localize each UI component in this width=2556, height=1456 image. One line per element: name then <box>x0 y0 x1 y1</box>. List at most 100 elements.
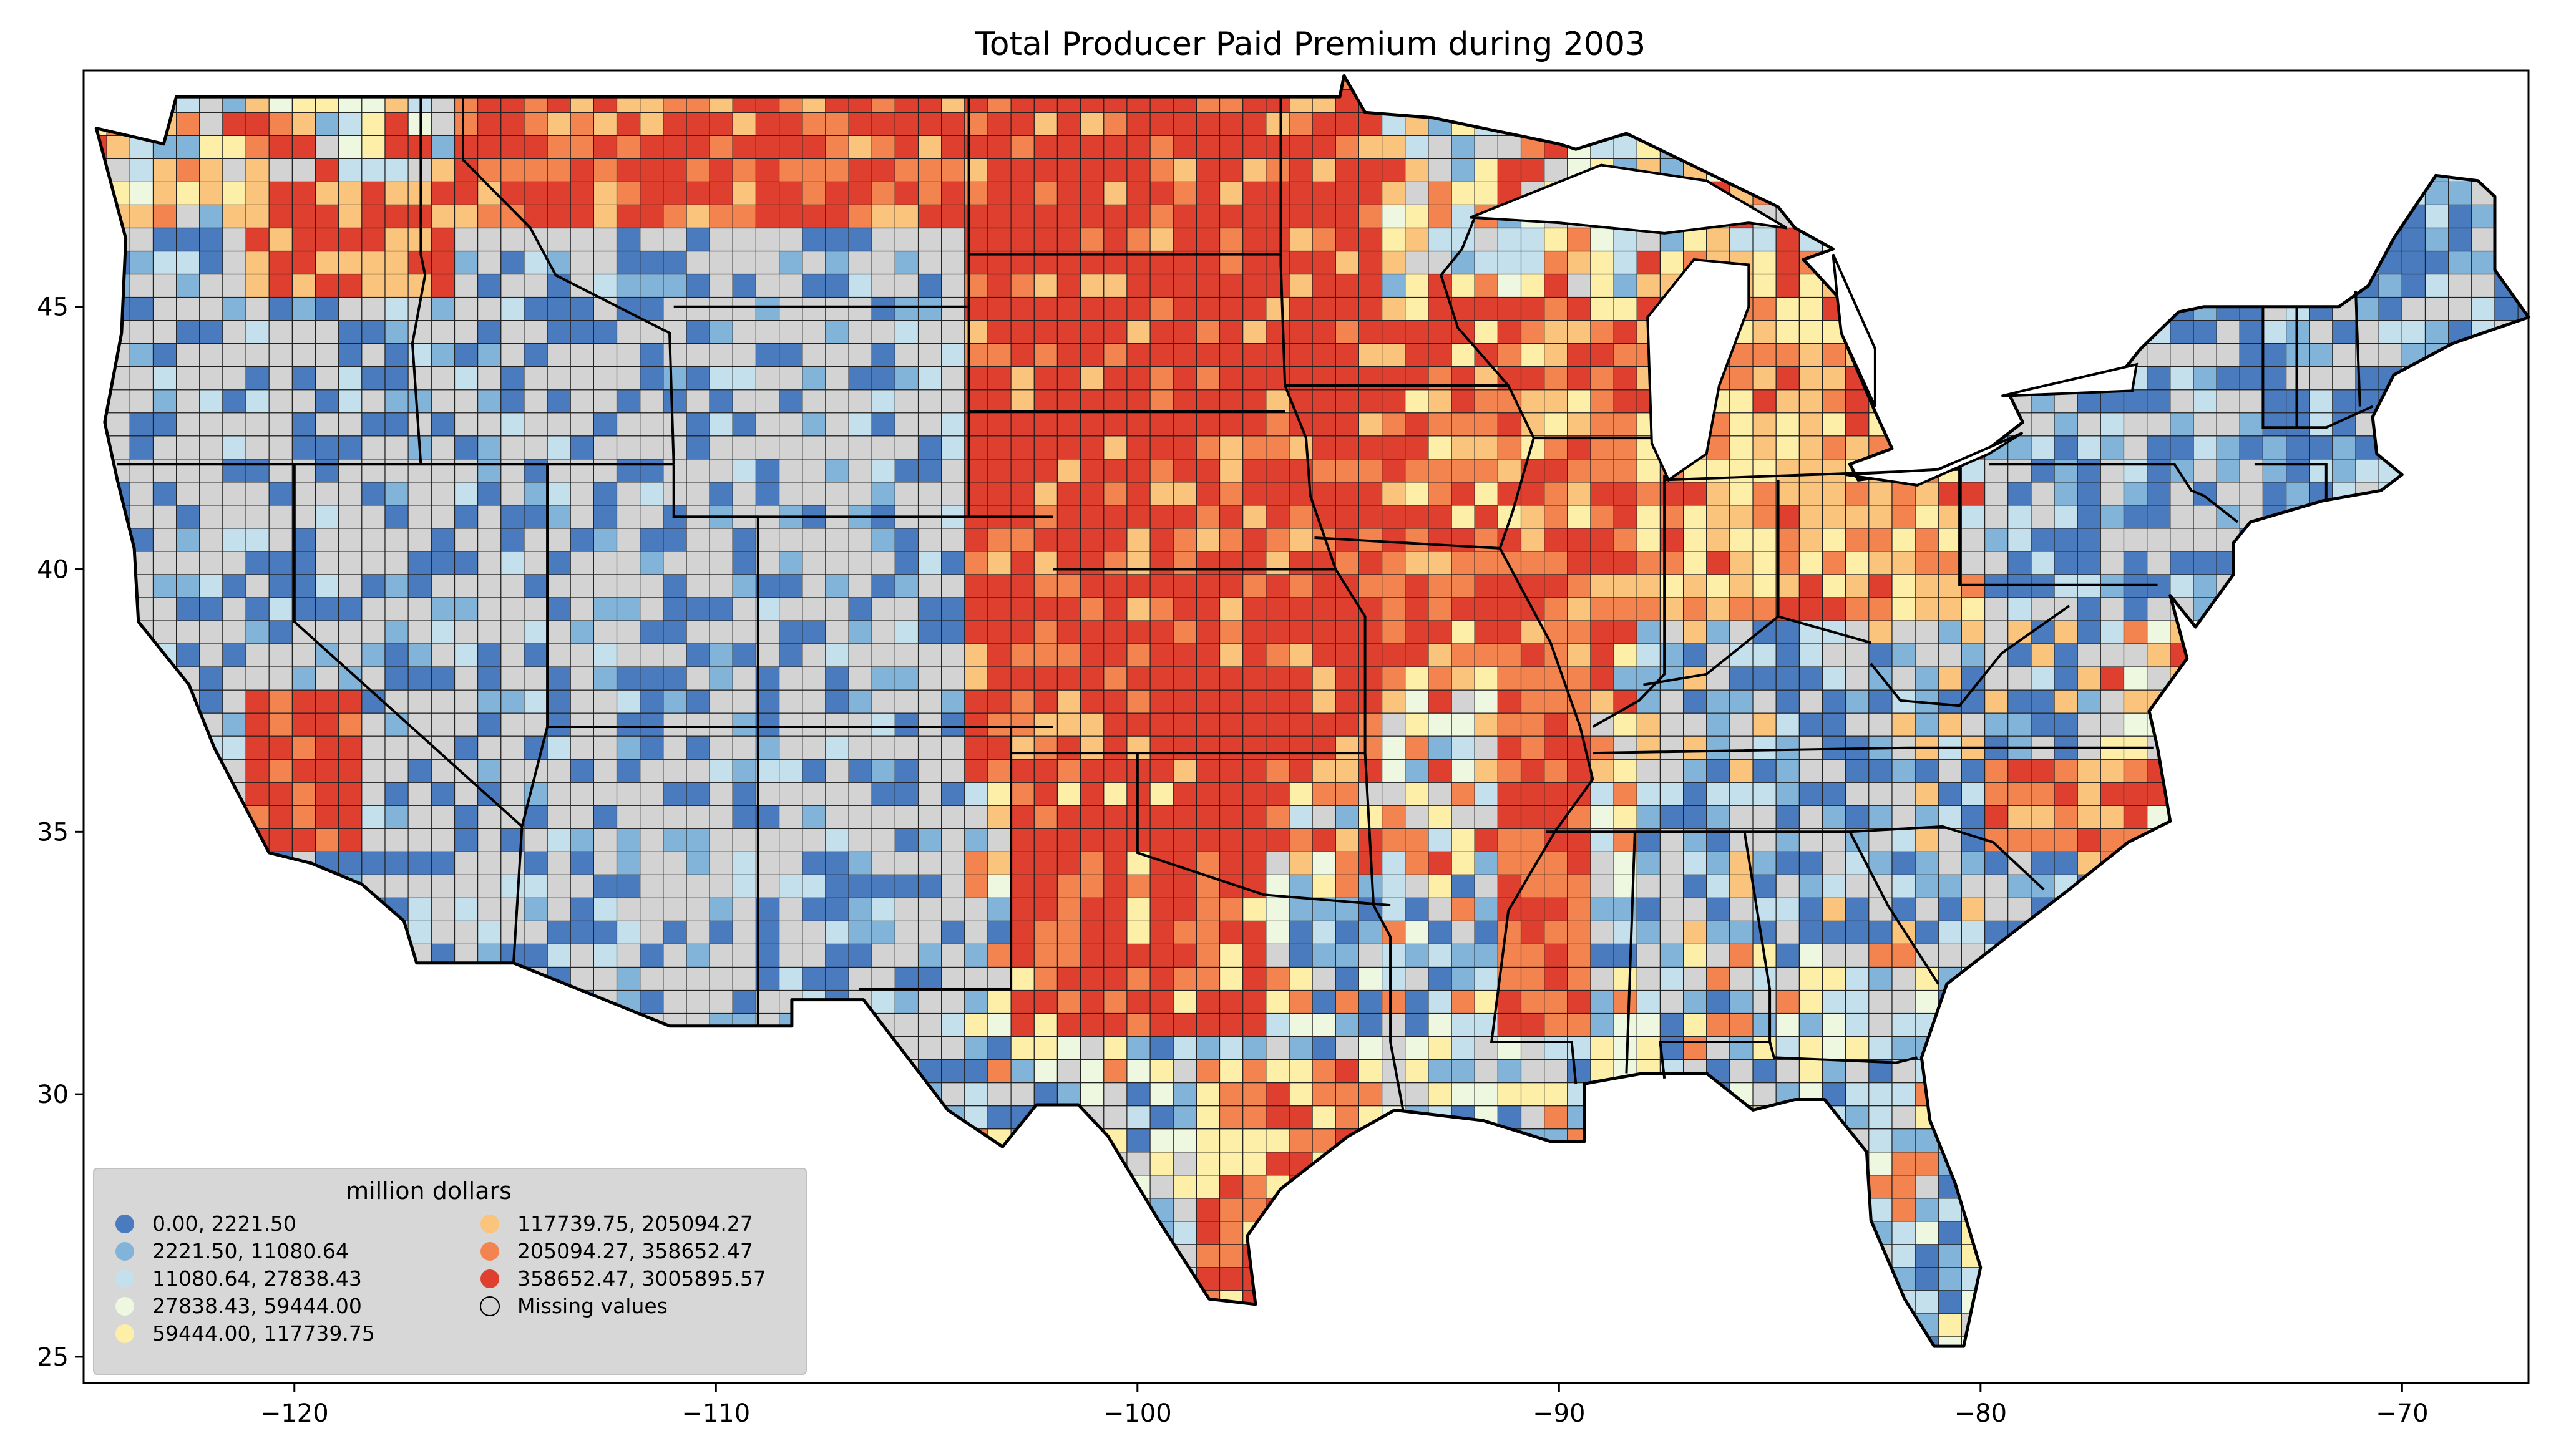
county-cell <box>964 828 988 852</box>
county-cell <box>987 759 1012 783</box>
county-cell <box>431 874 456 898</box>
county-cell <box>291 735 316 760</box>
county-cell <box>268 389 293 414</box>
county-cell <box>1010 435 1035 460</box>
county-cell <box>1428 643 1452 667</box>
county-cell <box>454 689 479 714</box>
county-cell <box>894 273 919 298</box>
county-cell <box>917 319 942 344</box>
county-cell <box>825 297 849 321</box>
county-cell <box>640 897 664 922</box>
county-cell <box>1196 551 1221 575</box>
county-cell <box>1961 643 1986 667</box>
county-cell <box>268 735 293 760</box>
county-cell <box>1405 1012 1429 1037</box>
county-cell <box>755 528 780 552</box>
county-cell <box>1056 989 1081 1014</box>
county-cell <box>616 505 641 529</box>
county-cell <box>338 297 363 321</box>
county-cell <box>384 389 409 414</box>
county-cell <box>361 389 386 414</box>
county-cell <box>848 342 872 367</box>
county-cell <box>778 620 803 644</box>
county-cell <box>1729 412 1754 437</box>
county-cell <box>640 366 664 391</box>
county-cell <box>176 366 200 391</box>
county-cell <box>1798 389 1823 414</box>
county-cell <box>686 574 710 598</box>
county-cell <box>1289 805 1313 829</box>
county-cell <box>1984 851 2009 875</box>
county-cell <box>755 297 780 321</box>
county-cell <box>1590 297 1614 321</box>
county-cell <box>1126 135 1151 159</box>
county-cell <box>1405 135 1429 159</box>
county-cell <box>1938 1267 1963 1291</box>
county-cell <box>1544 297 1568 321</box>
county-cell <box>593 112 618 136</box>
county-cell <box>917 227 942 252</box>
county-cell <box>1567 1059 1591 1084</box>
county-cell <box>755 989 780 1014</box>
county-cell <box>1520 528 1545 552</box>
county-cell <box>1683 1036 1707 1060</box>
county-cell <box>1822 966 1846 991</box>
county-cell <box>245 273 270 298</box>
county-cell <box>547 805 571 829</box>
county-cell <box>1984 620 2009 644</box>
county-cell <box>686 342 710 367</box>
county-cell <box>477 342 502 367</box>
county-cell <box>1428 1012 1452 1037</box>
county-cell <box>1010 574 1035 598</box>
county-cell <box>315 366 339 391</box>
county-cell <box>1312 759 1336 783</box>
county-cell <box>268 459 293 483</box>
county-cell <box>500 551 525 575</box>
county-cell <box>778 574 803 598</box>
county-cell <box>871 158 895 182</box>
county-cell <box>778 551 803 575</box>
county-cell <box>1567 943 1591 968</box>
county-cell <box>1683 735 1707 760</box>
county-cell <box>1312 851 1336 875</box>
county-cell <box>2054 759 2078 783</box>
county-cell <box>361 366 386 391</box>
county-cell <box>1010 828 1035 852</box>
county-cell <box>848 828 872 852</box>
county-cell <box>941 112 965 136</box>
county-cell <box>663 805 687 829</box>
county-cell <box>152 528 177 552</box>
county-cell <box>477 505 502 529</box>
county-cell <box>1520 1036 1545 1060</box>
county-cell <box>1033 851 1058 875</box>
county-cell <box>871 342 895 367</box>
county-cell <box>1659 989 1684 1014</box>
county-cell <box>987 273 1012 298</box>
county-cell <box>1219 712 1244 737</box>
county-cell <box>1103 1012 1128 1037</box>
county-cell <box>616 181 641 205</box>
county-cell <box>593 273 618 298</box>
county-cell <box>407 505 432 529</box>
county-cell <box>1196 1152 1221 1176</box>
county-cell <box>1798 689 1823 714</box>
county-cell <box>1961 482 1986 506</box>
county-cell <box>1775 851 1800 875</box>
county-cell <box>1149 620 1174 644</box>
county-cell <box>1729 528 1754 552</box>
county-cell <box>2031 805 2055 829</box>
county-cell <box>361 297 386 321</box>
county-cell <box>1868 851 1893 875</box>
county-cell <box>338 782 363 806</box>
county-cell <box>640 528 664 552</box>
county-cell <box>361 459 386 483</box>
county-cell <box>1126 989 1151 1014</box>
county-cell <box>1173 805 1197 829</box>
county-cell <box>1382 805 1406 829</box>
county-cell <box>1474 135 1498 159</box>
county-cell <box>825 689 849 714</box>
county-cell <box>1822 666 1846 691</box>
county-cell <box>1242 204 1267 228</box>
county-cell <box>384 227 409 252</box>
county-cell <box>384 597 409 621</box>
